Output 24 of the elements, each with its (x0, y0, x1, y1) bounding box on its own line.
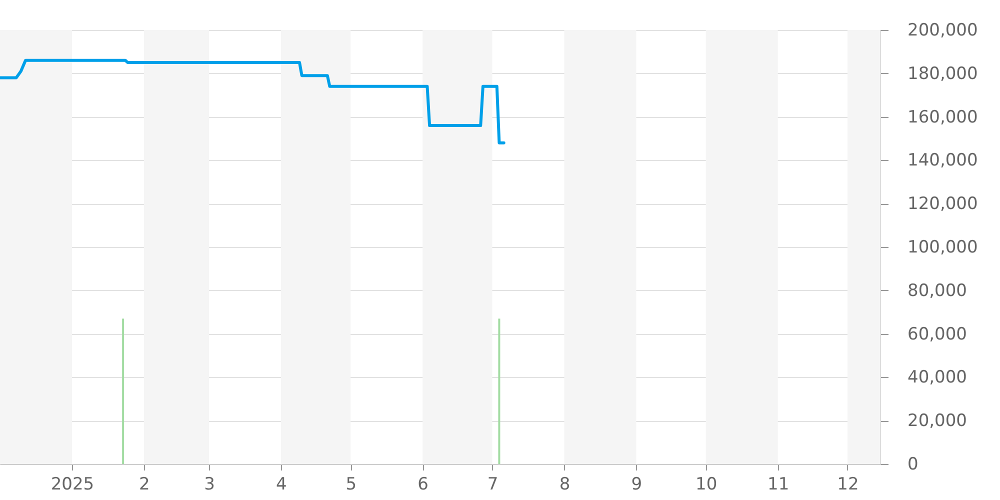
x-tick-label: 11 (768, 474, 790, 494)
x-tick-label: 3 (204, 474, 215, 494)
y-tick-label: 20,000 (908, 411, 967, 432)
x-tick-label: 2025 (50, 474, 94, 494)
x-tick-label: 6 (418, 474, 428, 494)
y-tick-label: 100,000 (908, 238, 978, 258)
y-tick-label: 120,000 (908, 194, 978, 214)
x-tick-label: 7 (487, 474, 498, 494)
x-tick-label: 10 (696, 474, 718, 494)
x-tick-label: 2 (139, 474, 150, 494)
y-tick-label: 80,000 (908, 280, 967, 301)
x-tick-label: 12 (837, 474, 859, 494)
y-tick-label: 60,000 (908, 324, 967, 344)
x-tick-label: 8 (559, 474, 570, 494)
line-series (0, 58, 506, 144)
x-tick-label: 4 (276, 474, 287, 494)
x-tick-label: 9 (631, 474, 642, 494)
y-tick-label: 0 (908, 454, 918, 474)
y-tick-label: 140,000 (908, 150, 978, 171)
y-tick-label: 200,000 (908, 20, 978, 40)
y-tick-label: 160,000 (908, 107, 978, 128)
x-tick-label: 5 (346, 474, 357, 494)
y-tick-label: 180,000 (908, 64, 978, 84)
y-tick-label: 40,000 (908, 368, 967, 388)
